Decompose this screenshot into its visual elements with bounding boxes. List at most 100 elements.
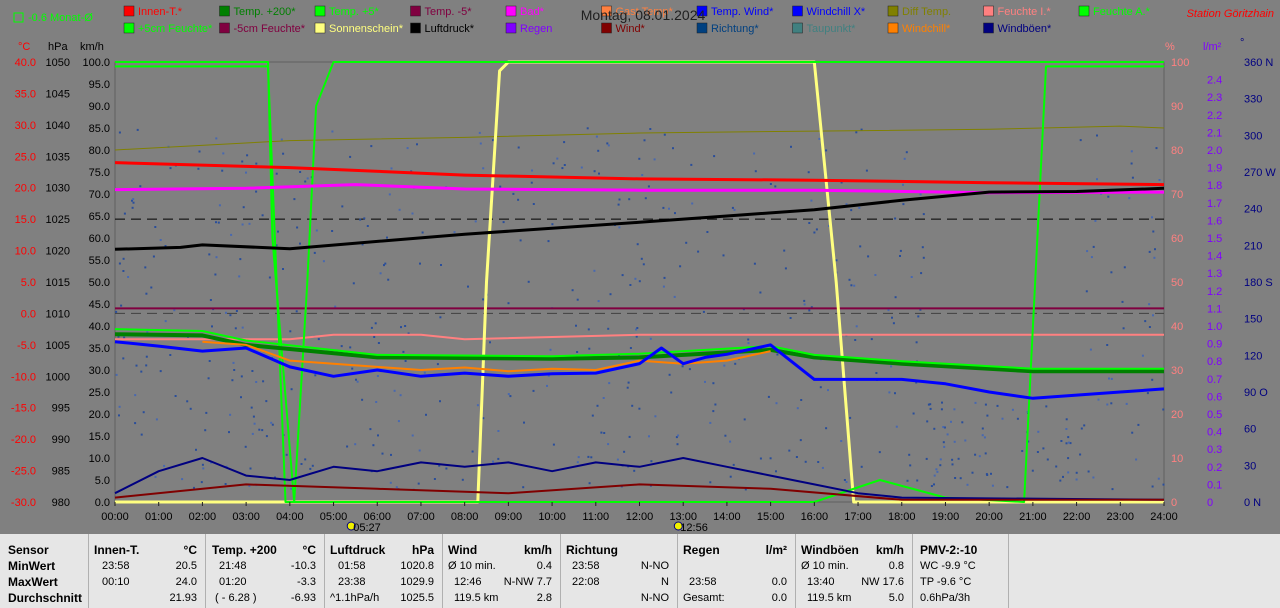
stats-value: 23:58 (102, 560, 130, 572)
scatter-dot (964, 439, 967, 442)
scatter-dot (649, 128, 652, 130)
stats-unit: l/m² (765, 543, 787, 557)
scatter-dot (984, 452, 987, 455)
scatter-dot (840, 440, 843, 442)
stats-value: N-NO (640, 560, 669, 572)
stats-value: 24.0 (175, 576, 197, 588)
scatter-dot (1131, 431, 1134, 434)
scatter-dot (767, 395, 770, 398)
stats-title: Windböen (801, 543, 859, 557)
scatter-dot (474, 220, 477, 223)
scatter-dot (145, 355, 148, 358)
scatter-dot (523, 421, 525, 424)
stats-value: 21:48 (219, 560, 247, 572)
scatter-dot (517, 198, 520, 201)
legend-swatch (887, 5, 899, 17)
tick-label: 1.2 (1207, 286, 1222, 298)
scatter-dot (691, 202, 694, 205)
tick-label: 1035 (46, 151, 70, 163)
scatter-dot (922, 213, 925, 216)
scatter-dot (1067, 436, 1070, 439)
scatter-dot (874, 274, 877, 276)
scatter-dot (561, 167, 564, 170)
scatter-dot (631, 404, 634, 407)
scatter-dot (499, 185, 502, 188)
scatter-dot (930, 485, 933, 487)
scatter-dot (393, 389, 396, 392)
legend-swatch (123, 5, 135, 17)
scatter-dot (957, 457, 960, 460)
scatter-dot (225, 311, 227, 314)
scatter-dot (917, 315, 920, 318)
scatter-dot (210, 461, 213, 464)
scatter-dot (641, 174, 644, 176)
axis-unit: km/h (80, 41, 104, 53)
tick-label: 50 (1171, 277, 1183, 289)
scatter-dot (546, 384, 548, 387)
scatter-dot (810, 199, 813, 202)
scatter-dot (150, 286, 153, 289)
scatter-dot (860, 128, 863, 131)
scatter-dot (840, 181, 843, 184)
scatter-dot (704, 380, 706, 383)
scatter-dot (853, 284, 856, 287)
scatter-dot (894, 392, 896, 395)
tick-label: 270 W (1244, 167, 1276, 179)
tick-label: 1.8 (1207, 180, 1222, 192)
scatter-dot (588, 482, 591, 485)
tick-label: 15.0 (89, 431, 110, 443)
stats-value: 12:46 (454, 576, 482, 588)
scatter-dot (135, 364, 138, 367)
scatter-dot (551, 223, 554, 226)
legend-swatch (219, 5, 230, 17)
scatter-dot (270, 421, 273, 424)
scatter-dot (835, 259, 838, 262)
tick-label: 1005 (46, 340, 70, 352)
axis-unit: l/m² (1203, 41, 1222, 53)
scatter-dot (848, 278, 851, 281)
legend-label: Windböen* (998, 23, 1053, 35)
tick-label: 09:00 (495, 511, 523, 523)
scatter-dot (202, 467, 205, 470)
scatter-dot (154, 475, 157, 478)
scatter-dot (676, 443, 679, 446)
legend-swatch (123, 22, 135, 34)
scatter-dot (331, 130, 334, 133)
tick-label: 03:00 (232, 511, 260, 523)
scatter-dot (1151, 485, 1154, 488)
scatter-dot (922, 256, 925, 259)
stats-value: 1025.5 (400, 592, 434, 604)
legend-label: -5cm Feuchte* (234, 23, 306, 35)
stats-title: Temp. +200 (212, 543, 277, 557)
tick-label: 980 (52, 497, 70, 509)
tick-label: -20.0 (11, 434, 36, 446)
scatter-dot (912, 412, 915, 415)
scatter-dot (395, 486, 398, 489)
scatter-dot (819, 386, 822, 389)
scatter-dot (467, 285, 469, 288)
scatter-dot (547, 240, 550, 243)
scatter-dot (754, 170, 757, 173)
scatter-dot (215, 221, 217, 224)
scatter-dot (132, 201, 135, 204)
scatter-dot (346, 445, 349, 448)
scatter-dot (376, 375, 379, 377)
tick-label: 04:00 (276, 511, 304, 523)
scatter-dot (290, 487, 293, 490)
scatter-dot (971, 471, 974, 474)
scatter-dot (709, 421, 712, 424)
scatter-dot (377, 342, 380, 344)
scatter-dot (783, 249, 786, 252)
stats-sensor-label: Sensor (8, 543, 49, 557)
scatter-dot (714, 403, 717, 406)
scatter-dot (563, 141, 566, 144)
scatter-dot (1087, 470, 1090, 473)
scatter-dot (821, 466, 824, 469)
tick-label: 20 (1171, 409, 1183, 421)
scatter-dot (246, 154, 249, 157)
scatter-dot (361, 243, 364, 246)
scatter-dot (858, 206, 861, 209)
scatter-dot (621, 274, 624, 277)
scatter-dot (118, 131, 121, 134)
stats-max-label: MaxWert (8, 575, 58, 589)
